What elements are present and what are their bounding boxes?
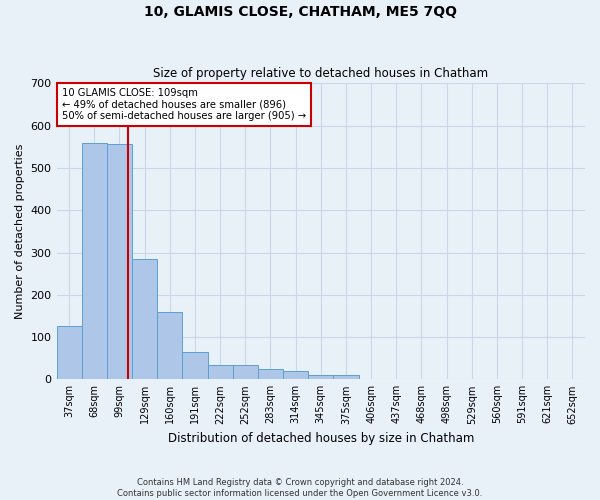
Title: Size of property relative to detached houses in Chatham: Size of property relative to detached ho… — [153, 66, 488, 80]
Bar — [107, 144, 132, 380]
Bar — [334, 375, 359, 380]
Bar — [157, 312, 182, 380]
Bar — [258, 368, 283, 380]
Bar — [233, 364, 258, 380]
Text: Contains HM Land Registry data © Crown copyright and database right 2024.
Contai: Contains HM Land Registry data © Crown c… — [118, 478, 482, 498]
Bar — [308, 375, 334, 380]
Y-axis label: Number of detached properties: Number of detached properties — [15, 144, 25, 319]
Text: 10 GLAMIS CLOSE: 109sqm
← 49% of detached houses are smaller (896)
50% of semi-d: 10 GLAMIS CLOSE: 109sqm ← 49% of detache… — [62, 88, 306, 121]
Text: 10, GLAMIS CLOSE, CHATHAM, ME5 7QQ: 10, GLAMIS CLOSE, CHATHAM, ME5 7QQ — [143, 5, 457, 19]
Bar — [132, 259, 157, 380]
Bar — [208, 364, 233, 380]
Bar — [283, 371, 308, 380]
X-axis label: Distribution of detached houses by size in Chatham: Distribution of detached houses by size … — [167, 432, 474, 445]
Bar — [56, 326, 82, 380]
Bar — [182, 352, 208, 380]
Bar — [82, 142, 107, 380]
